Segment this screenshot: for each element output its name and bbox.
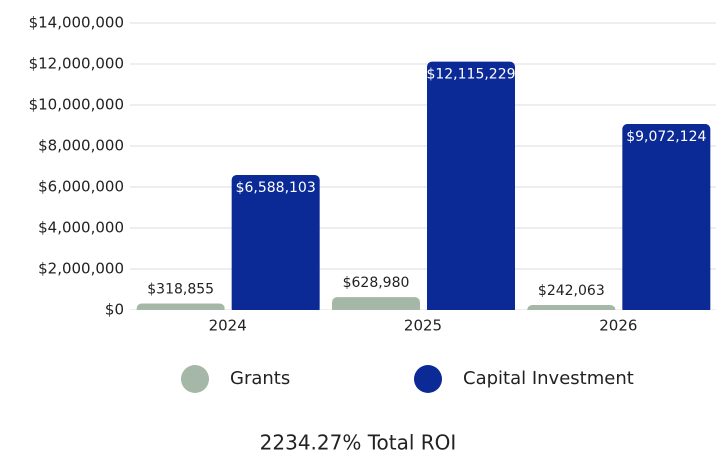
- x-tick-label: 2024: [209, 317, 247, 335]
- data-label: $9,072,124: [626, 129, 706, 145]
- y-tick-label: $10,000,000: [29, 96, 124, 114]
- y-tick-label: $0: [105, 301, 124, 319]
- legend-marker: [414, 365, 442, 393]
- legend-label: Grants: [230, 368, 290, 389]
- x-tick-label: 2025: [404, 317, 442, 335]
- y-tick-label: $8,000,000: [38, 137, 124, 155]
- y-tick-label: $2,000,000: [38, 260, 124, 278]
- legend-label: Capital Investment: [463, 368, 634, 389]
- bar: [231, 174, 320, 314]
- footer: 2234.27% Total ROI: [260, 431, 457, 455]
- y-tick-label: $6,000,000: [38, 178, 124, 196]
- bar: [332, 297, 420, 314]
- baseline-cover: [130, 310, 716, 315]
- y-tick-label: $12,000,000: [29, 55, 124, 73]
- y-tick-label: $14,000,000: [29, 14, 124, 32]
- data-label: $6,588,103: [236, 180, 316, 196]
- x-tick-label: 2026: [599, 317, 637, 335]
- data-label: $318,855: [147, 281, 214, 297]
- bar: [427, 61, 515, 315]
- data-label: $628,980: [343, 275, 410, 291]
- legend-marker: [181, 365, 209, 393]
- data-label: $12,115,229: [426, 67, 515, 83]
- bar: [622, 124, 711, 315]
- y-tick-label: $4,000,000: [38, 219, 124, 237]
- data-label: $242,063: [538, 283, 605, 299]
